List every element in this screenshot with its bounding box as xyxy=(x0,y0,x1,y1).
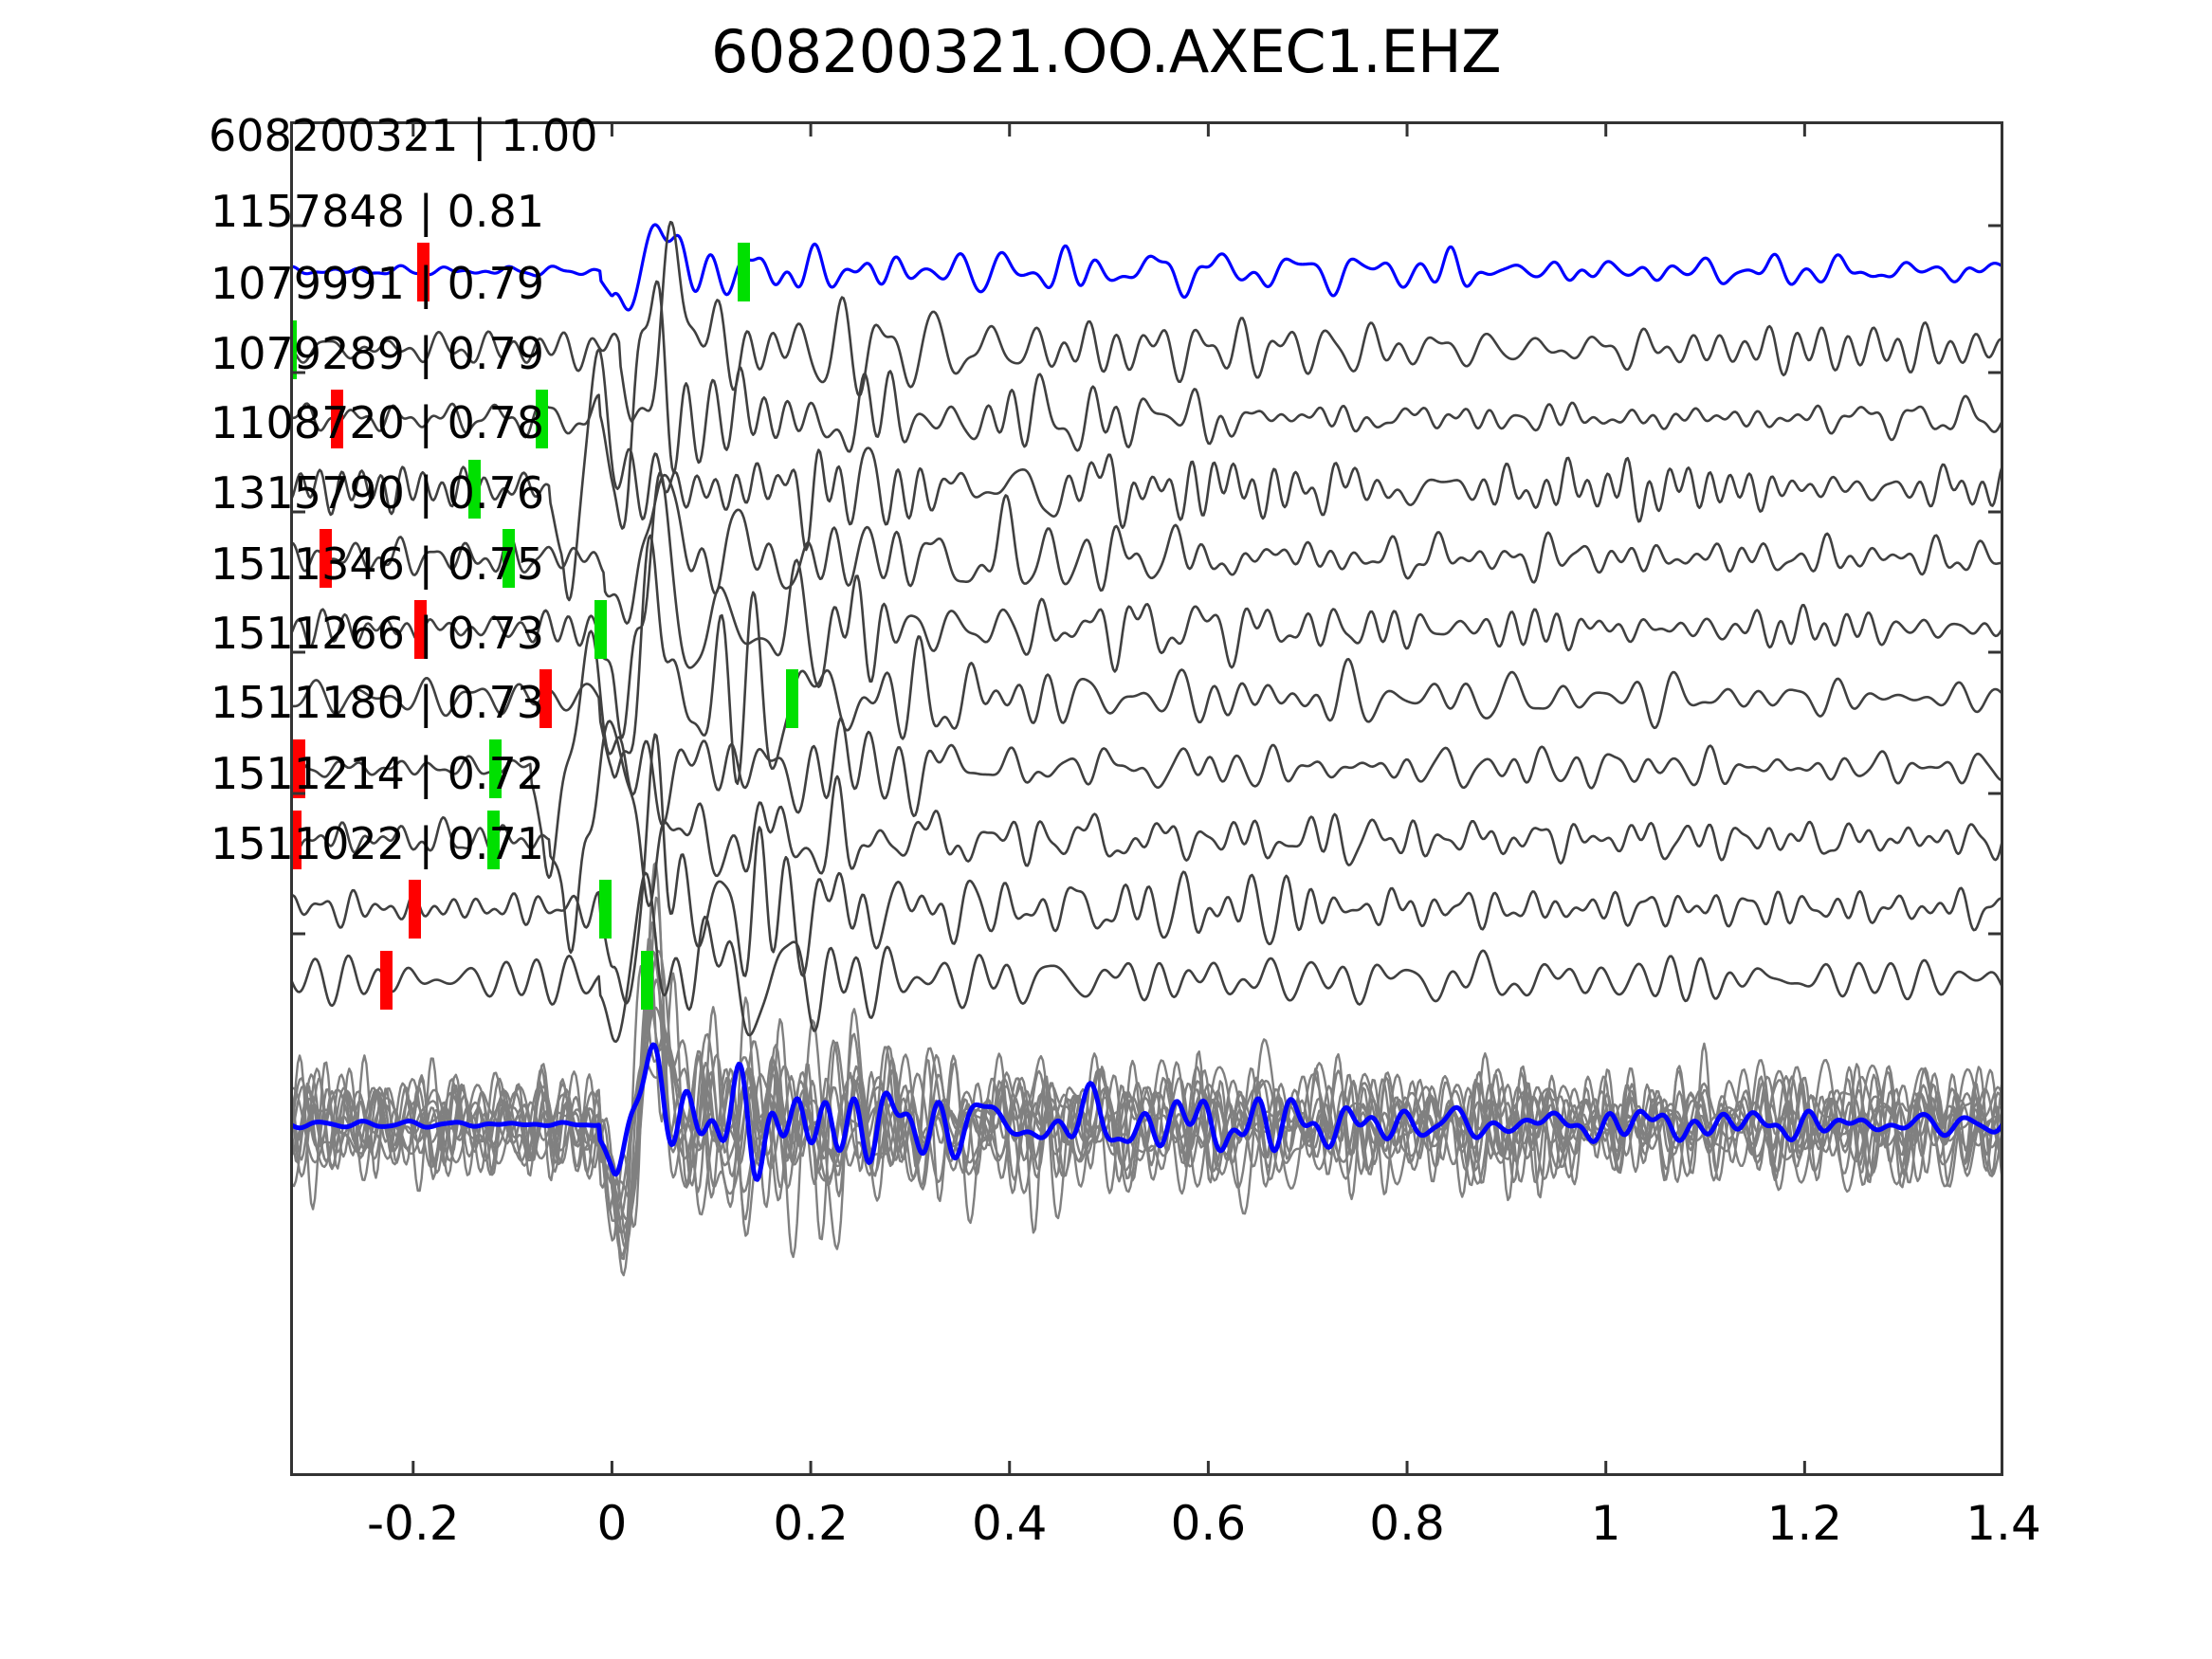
p-pick-marker xyxy=(293,739,305,798)
x-tick-label: 0.4 xyxy=(971,1496,1048,1551)
x-tick-label: 1 xyxy=(1590,1496,1621,1551)
trace-label-608200321: 608200321 | 1.00 xyxy=(209,110,598,161)
trace-label-1511022: 1511022 | 0.71 xyxy=(210,818,545,869)
pick-markers xyxy=(290,243,798,1010)
s-pick-marker xyxy=(599,880,612,939)
stack-member-traces xyxy=(290,861,2003,1277)
s-pick-marker xyxy=(468,460,481,519)
p-pick-marker xyxy=(380,951,393,1010)
p-pick-marker xyxy=(331,390,343,448)
p-pick-marker xyxy=(409,880,421,939)
s-pick-marker xyxy=(641,951,653,1010)
s-pick-marker xyxy=(290,320,297,379)
x-tick-label: 0.8 xyxy=(1369,1496,1445,1551)
s-pick-marker xyxy=(536,390,548,448)
stack-mean-line xyxy=(290,1042,2003,1182)
waveform-trace xyxy=(290,534,2003,786)
trace-label-1315790: 1315790 | 0.76 xyxy=(210,467,545,519)
trace-label-1511180: 1511180 | 0.73 xyxy=(210,677,545,728)
trace-label-1511214: 1511214 | 0.72 xyxy=(210,748,545,799)
x-tick-label: 1.2 xyxy=(1766,1496,1843,1551)
waveform-trace xyxy=(290,220,2003,423)
stack-member-trace xyxy=(290,896,2003,1241)
waveform-trace xyxy=(290,871,2003,1044)
waveform-trace xyxy=(290,348,2003,602)
p-pick-marker xyxy=(417,243,430,301)
stack-member-trace xyxy=(290,861,2003,1277)
axes-frame xyxy=(290,121,2003,1476)
waveform-trace xyxy=(290,223,2003,312)
x-tick-label: 1.4 xyxy=(1965,1496,2041,1551)
waveform-plot xyxy=(290,121,2003,1476)
waveform-trace xyxy=(290,280,2003,530)
trace-label-1511346: 1511346 | 0.75 xyxy=(210,538,545,590)
p-pick-marker xyxy=(539,669,552,728)
waveform-trace xyxy=(290,720,2003,955)
p-pick-marker xyxy=(320,529,332,588)
detection-traces xyxy=(290,220,2003,1044)
trace-label-1079289: 1079289 | 0.79 xyxy=(210,328,545,379)
trace-label-1157848: 1157848 | 0.81 xyxy=(210,186,545,237)
x-tick-label: 0.6 xyxy=(1170,1496,1247,1551)
stack-member-trace xyxy=(290,921,2003,1225)
s-pick-marker xyxy=(487,811,500,869)
trace-label-1079991: 1079991 | 0.79 xyxy=(210,258,545,309)
s-pick-marker xyxy=(738,243,750,301)
x-axis-tick-labels: -0.2 0 0.2 0.4 0.6 0.8 1 1.2 1.4 xyxy=(290,1496,2041,1562)
plot-axes: 608200321 | 1.00 1157848 | 0.81 1079991 | … xyxy=(209,114,2003,1476)
x-tick-label: -0.2 xyxy=(366,1496,460,1551)
waveform-trace xyxy=(290,471,2003,739)
x-tick-label: 0 xyxy=(596,1496,628,1551)
waveform-trace xyxy=(290,629,2003,880)
axes-spines xyxy=(290,121,2003,1476)
s-pick-marker xyxy=(594,600,607,659)
x-tick-label: 0.2 xyxy=(773,1496,849,1551)
trace-label-1108720: 1108720 | 0.78 xyxy=(210,397,545,448)
p-pick-marker xyxy=(414,600,427,659)
waveform-trace xyxy=(290,473,2003,625)
page-title: 608200321.OO.AXEC1.EHZ xyxy=(710,17,1502,86)
s-pick-marker xyxy=(489,739,502,798)
stack-member-trace xyxy=(290,1056,2003,1222)
s-pick-marker xyxy=(786,669,798,728)
waveform-trace xyxy=(290,733,2003,1005)
stack-mean-trace xyxy=(290,1042,2003,1182)
stack-member-trace xyxy=(290,978,2003,1259)
trace-label-1511266: 1511266 | 0.73 xyxy=(210,608,545,659)
s-pick-marker xyxy=(503,529,515,588)
